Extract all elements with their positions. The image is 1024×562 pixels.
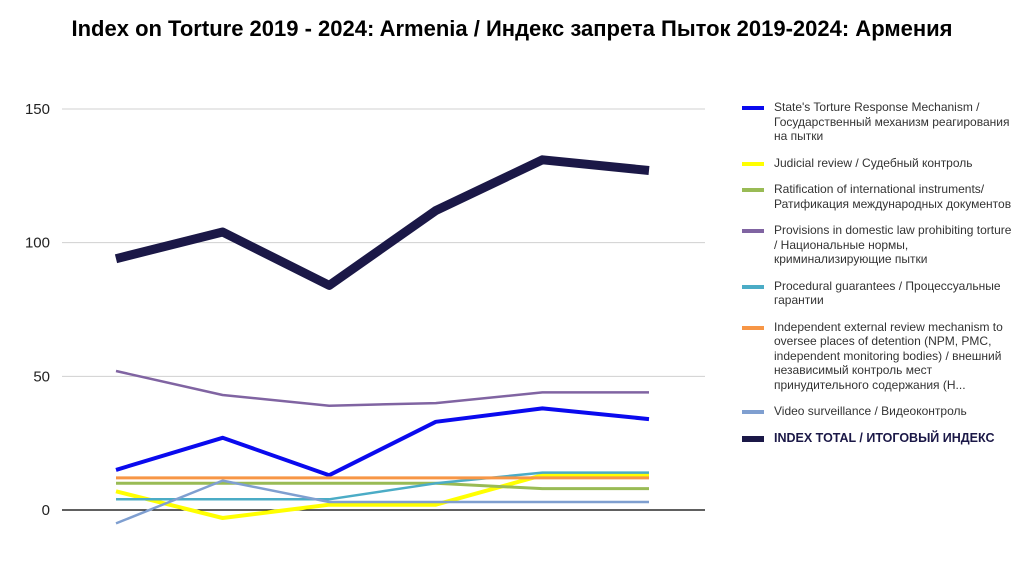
legend-swatch — [742, 106, 764, 110]
legend-swatch — [742, 229, 764, 233]
legend-item: State's Torture Response Mechanism / Гос… — [742, 100, 1012, 144]
series-line-2 — [116, 481, 649, 491]
legend-label: Ratification of international instrument… — [774, 182, 1012, 211]
y-tick-label: 0 — [42, 502, 50, 519]
series-line-4 — [116, 471, 649, 501]
legend-label: INDEX TOTAL / ИТОГОВЫЙ ИНДЕКС — [774, 430, 995, 445]
legend-item: INDEX TOTAL / ИТОГОВЫЙ ИНДЕКС — [742, 431, 1012, 446]
series-line-3 — [115, 369, 649, 407]
legend-item: Independent external review mechanism to… — [742, 320, 1012, 393]
legend-label: Judicial review / Судебный контроль — [774, 155, 973, 170]
legend-item: Judicial review / Судебный контроль — [742, 156, 1012, 171]
series-line-7 — [114, 155, 650, 290]
legend-item: Provisions in domestic law prohibiting t… — [742, 223, 1012, 267]
legend-swatch — [742, 435, 764, 442]
legend-item: Ratification of international instrument… — [742, 182, 1012, 211]
legend-swatch — [742, 410, 764, 414]
legend-label: Provisions in domestic law prohibiting t… — [774, 223, 1012, 266]
legend-label: Procedural guarantees / Процессуальные г… — [774, 278, 1001, 308]
y-tick-label: 100 — [25, 235, 50, 252]
legend-swatch — [742, 284, 764, 289]
series-line-1 — [115, 473, 649, 520]
y-tick-label: 150 — [25, 101, 50, 118]
legend-item: Video surveillance / Видеоконтроль — [742, 404, 1012, 419]
legend-label: Independent external review mechanism to… — [774, 319, 1003, 392]
legend-swatch — [742, 161, 764, 166]
y-axis: 0 50 100 150 — [25, 101, 50, 519]
legend-swatch — [742, 325, 764, 330]
series-line-0 — [115, 406, 650, 478]
line-chart: 0 50 100 150 — [25, 101, 705, 525]
legend: State's Torture Response Mechanism / Гос… — [742, 100, 1012, 457]
legend-label: State's Torture Response Mechanism / Гос… — [774, 100, 1010, 143]
legend-label: Video surveillance / Видеоконтроль — [774, 404, 967, 418]
series-lines — [114, 155, 650, 525]
legend-item: Procedural guarantees / Процессуальные г… — [742, 279, 1012, 308]
series-line-6 — [115, 479, 649, 525]
y-tick-label: 50 — [33, 368, 50, 385]
chart-title: Index on Torture 2019 - 2024: Armenia / … — [71, 16, 953, 41]
legend-swatch — [742, 188, 764, 192]
